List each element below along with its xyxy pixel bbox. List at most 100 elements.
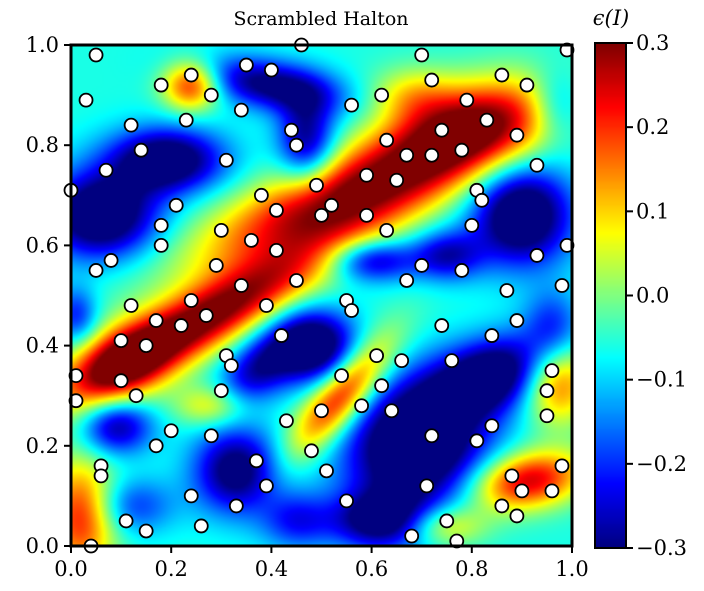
sample-point (113, 333, 129, 348)
sample-point (344, 303, 359, 318)
sample-point (539, 383, 555, 399)
sample-point (434, 122, 450, 138)
y-tick-label: 0.4 (26, 334, 59, 358)
sample-point (424, 428, 440, 444)
colorbar-label: ϵ(I) (593, 6, 629, 30)
sample-point (554, 458, 570, 474)
sample-point (163, 423, 179, 439)
sample-point (178, 112, 194, 128)
sample-point (459, 92, 475, 108)
sample-point (554, 278, 570, 293)
sample-point (359, 207, 374, 223)
sample-point (123, 117, 139, 133)
sample-point (123, 298, 139, 313)
colorbar-tick-label: 0.3 (636, 31, 669, 55)
sample-point (148, 438, 164, 454)
sample-point (213, 222, 229, 238)
sample-point (494, 498, 510, 514)
sample-point (233, 278, 249, 293)
sample-point (509, 127, 525, 143)
sample-point (248, 453, 264, 469)
sample-point (279, 413, 294, 429)
sample-point (238, 57, 254, 73)
sample-point (454, 263, 470, 278)
sample-point (424, 147, 440, 163)
sample-point (289, 273, 304, 288)
sample-point (98, 162, 114, 178)
sample-point (274, 328, 289, 343)
sample-point (319, 463, 334, 479)
sample-point (128, 388, 144, 404)
sample-point (258, 478, 274, 494)
sample-point (374, 378, 390, 394)
x-axis: 0.0 0.2 0.4 0.6 0.8 1.0 (54, 546, 589, 581)
sample-point (544, 483, 560, 499)
sample-point (374, 87, 390, 103)
colorbar: ϵ(I) 0.3 0.2 0.1 0.0 −0.1 −0.2 −0.3 (593, 6, 687, 560)
sample-point (309, 177, 324, 193)
sample-point (484, 328, 500, 343)
sample-point (379, 222, 395, 238)
sample-point (289, 137, 304, 153)
y-tick-label: 1.0 (26, 33, 59, 57)
sample-point (183, 67, 199, 83)
y-tick-label: 0.2 (26, 434, 59, 458)
sample-point (544, 363, 560, 379)
sample-point (509, 508, 525, 524)
sample-point (233, 102, 249, 118)
x-tick-label: 0.6 (355, 557, 388, 581)
sample-point (439, 513, 455, 529)
y-tick-label: 0.6 (26, 233, 59, 257)
y-axis: 0.0 0.2 0.4 0.6 0.8 1.0 (26, 33, 71, 558)
colorbar-tick-label: 0.1 (636, 199, 669, 223)
sample-point (103, 253, 119, 268)
sample-point (213, 383, 229, 399)
sample-point (78, 92, 94, 108)
sample-point (504, 468, 520, 484)
sample-point (118, 513, 134, 529)
sample-point (414, 258, 430, 273)
colorbar-tick-label: −0.3 (636, 536, 687, 560)
sample-point (183, 293, 199, 308)
y-tick-label: 0.8 (26, 133, 59, 157)
sample-point (529, 248, 545, 263)
sample-point (208, 258, 224, 273)
sample-point (399, 273, 415, 288)
sample-point (384, 403, 400, 419)
sample-point (404, 528, 420, 544)
sample-point (354, 398, 369, 414)
colorbar-tick-label: −0.2 (636, 452, 687, 476)
y-tick-label: 0.0 (26, 534, 59, 558)
sample-point (243, 232, 259, 248)
sample-point (539, 408, 555, 424)
sample-point (93, 468, 109, 484)
sample-point (314, 207, 329, 223)
sample-point (434, 318, 450, 333)
sample-point (218, 152, 234, 168)
sample-point (464, 217, 480, 233)
sample-point (339, 493, 354, 509)
sample-point (304, 443, 319, 459)
colorbar-tick-label: −0.1 (636, 368, 687, 392)
sample-point (314, 403, 329, 419)
sample-point (359, 167, 374, 183)
sample-point (88, 263, 104, 278)
sample-point (499, 283, 515, 298)
sample-point (183, 488, 199, 504)
chart-title: Scrambled Halton (233, 8, 408, 30)
sample-point (479, 112, 495, 128)
sample-point (369, 348, 385, 364)
sample-point (469, 433, 485, 449)
sample-point (258, 298, 274, 313)
sample-point (494, 67, 510, 83)
sample-point (419, 478, 435, 494)
sample-point (394, 353, 410, 369)
sample-point (484, 418, 500, 434)
sample-point (514, 483, 530, 499)
sample-point (153, 237, 169, 253)
sample-point (253, 187, 269, 203)
x-tick-label: 0.0 (54, 557, 87, 581)
x-tick-label: 0.4 (255, 557, 288, 581)
sample-point (193, 518, 209, 534)
sample-point (203, 87, 219, 103)
